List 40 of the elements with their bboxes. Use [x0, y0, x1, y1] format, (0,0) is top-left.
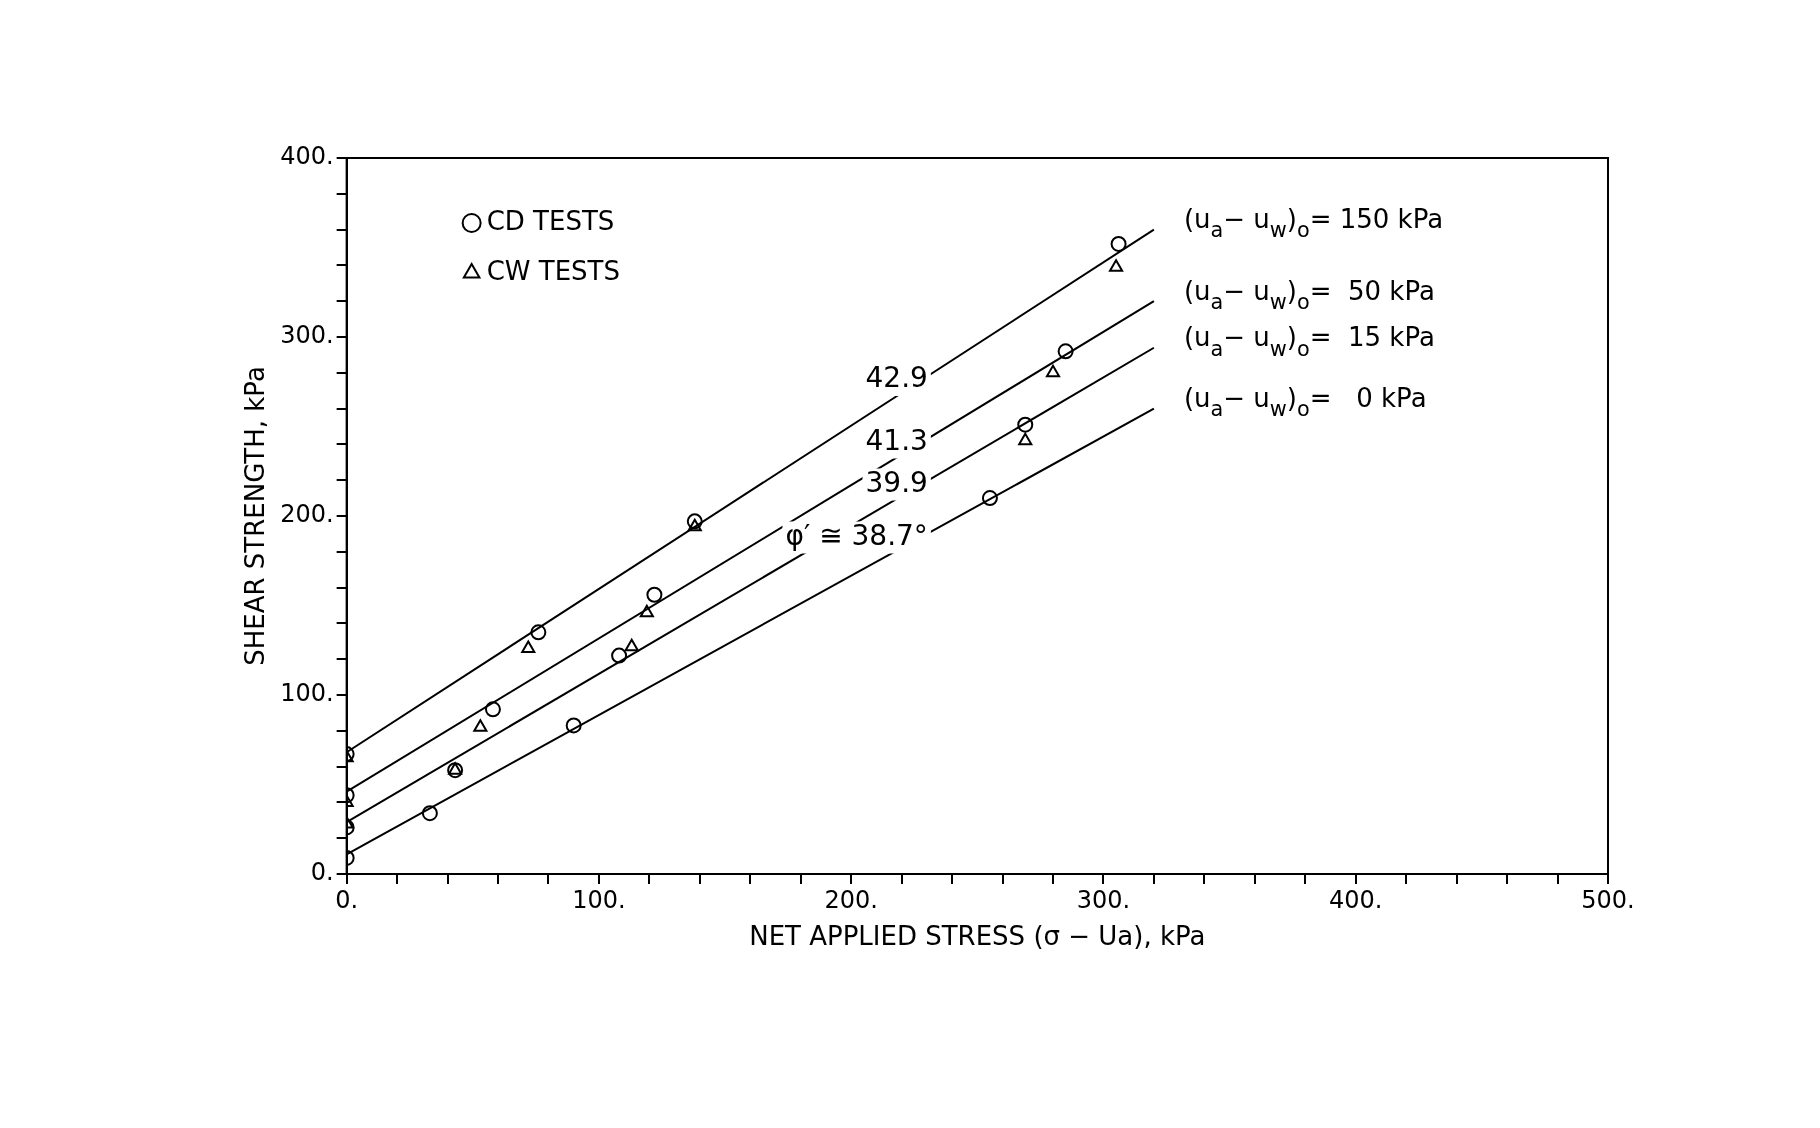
legend-label: CD TESTS	[486, 205, 615, 236]
point	[639, 604, 654, 618]
point	[611, 647, 628, 664]
x-tick-label: 300.	[1076, 885, 1131, 914]
point	[521, 640, 536, 653]
point	[565, 717, 582, 734]
y-tick-label: 100.	[280, 679, 334, 708]
y-tick-label: 200.	[280, 500, 334, 529]
y-tick-label: 400.	[280, 142, 334, 171]
point	[646, 586, 663, 603]
x-tick-label: 0.	[335, 885, 359, 914]
point	[1045, 364, 1061, 378]
annotation: φ′ ≅ 38.7°	[785, 518, 928, 552]
point	[686, 513, 703, 530]
annotation: 41.3	[865, 423, 928, 457]
x-tick-label: 100.	[572, 885, 626, 914]
point	[1018, 432, 1033, 446]
point	[1109, 259, 1124, 272]
x-tick-label: 500.	[1581, 885, 1635, 914]
point	[530, 624, 547, 641]
point	[421, 805, 438, 822]
point	[1110, 235, 1127, 252]
point	[687, 518, 702, 532]
x-tick-label: 400.	[1329, 885, 1383, 914]
legend-label: CW TESTS	[486, 255, 620, 286]
y-tick-label: 0.	[310, 858, 334, 887]
point	[447, 762, 464, 779]
point	[448, 762, 463, 775]
x-axis-title: NET APPLIED STRESS (σ − Ua), kPa	[749, 921, 1206, 952]
point	[624, 638, 639, 652]
x-tick-label: 200.	[824, 885, 878, 914]
annotation: 42.9	[865, 361, 928, 395]
y-tick-label: 300.	[280, 321, 334, 350]
y-axis-title: SHEAR STRENGTH, kPa	[240, 366, 271, 666]
annotation: 39.9	[865, 465, 928, 499]
point	[473, 719, 488, 732]
point	[981, 490, 998, 507]
point	[1057, 343, 1074, 360]
point	[484, 701, 501, 718]
point	[1017, 416, 1034, 433]
